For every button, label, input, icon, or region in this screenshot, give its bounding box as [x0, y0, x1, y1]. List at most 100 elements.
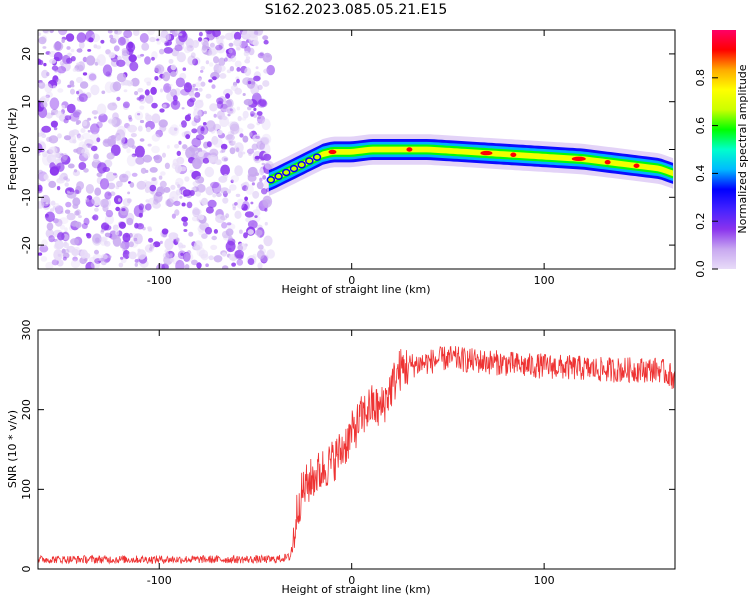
heatmap-noise-blob — [38, 81, 46, 89]
snr-frame — [37, 329, 676, 570]
heatmap-noise-blob — [127, 41, 134, 49]
heatmap-noise-blob — [180, 120, 187, 128]
heatmap-noise-blob — [257, 116, 262, 120]
heatmap-noise-blob — [59, 224, 66, 230]
heatmap-noise-blob — [163, 83, 172, 93]
heatmap-noise-blob — [224, 32, 235, 41]
heatmap-noise-blob — [156, 263, 166, 269]
heatmap-noise-blob — [176, 150, 181, 156]
heatmap-noise-blob — [100, 198, 109, 208]
heatmap-noise-blob — [256, 181, 264, 190]
heatmap-noise-blob — [261, 118, 271, 131]
heatmap-noise-blob — [205, 49, 213, 56]
heatmap-noise-blob — [40, 256, 48, 262]
heatmap-noise-blob — [184, 45, 191, 54]
heatmap-noise-blob — [127, 114, 132, 120]
heatmap-noise-blob — [56, 186, 61, 191]
heatmap-noise-blob — [38, 106, 48, 119]
heatmap-noise-blob — [182, 144, 188, 150]
heatmap-noise-blob — [229, 147, 236, 155]
heatmap-noise-blob — [231, 257, 236, 262]
ridge-onset-blob — [289, 164, 299, 173]
heatmap-noise-blob — [169, 124, 180, 137]
heatmap-noise-blob — [79, 256, 87, 265]
heatmap-noise-blob — [174, 209, 180, 216]
heatmap-noise-blob — [60, 61, 71, 72]
heatmap-noise-blob — [162, 71, 171, 82]
heatmap-noise-blob — [139, 33, 149, 43]
heatmap-noise-blob — [210, 181, 220, 189]
heatmap-noise-blob — [82, 143, 88, 149]
heatmap-noise-blob — [81, 223, 88, 229]
heatmap-noise-blob — [256, 111, 263, 116]
heatmap-noise-blob — [221, 252, 227, 257]
heatmap-noise-blob — [145, 94, 154, 104]
heatmap-noise-blob — [94, 249, 99, 255]
heatmap-noise-blob — [138, 212, 143, 218]
heatmap-noise-blob — [117, 55, 122, 61]
heatmap-noise-blob — [87, 129, 91, 133]
heatmap-noise-blob — [45, 261, 54, 269]
heatmap-noise-blob — [261, 133, 272, 145]
ridge-onset-blob — [312, 153, 322, 161]
heatmap-noise-blob — [242, 185, 248, 192]
heatmap-noise-blob — [246, 148, 255, 155]
heatmap-noise-blob — [57, 30, 68, 36]
heatmap-noise-blob — [103, 240, 108, 245]
heatmap-noise-blob — [99, 178, 110, 190]
heatmap-noise-blob — [192, 40, 199, 48]
heatmap-noise-blob — [226, 189, 232, 194]
heatmap-noise-blob — [112, 236, 122, 247]
heatmap-noise-blob — [159, 240, 163, 244]
snr-xtick-label: -100 — [147, 574, 172, 587]
heatmap-noise-blob — [251, 182, 255, 186]
heatmap-noise-blob — [105, 49, 111, 55]
heatmap-noise-blob — [99, 257, 105, 262]
heatmap-noise-blob — [134, 145, 145, 158]
snr-ylabel: SNR (10 * v/v) — [6, 410, 19, 488]
snr-series — [38, 345, 675, 565]
heatmap-noise-blob — [261, 188, 268, 195]
heatmap-noise-blob — [139, 138, 145, 142]
heatmap-noise-blob — [121, 208, 126, 212]
heatmap-noise-blob — [43, 174, 49, 180]
heatmap-noise-blob — [41, 133, 47, 138]
heatmap-noise-blob — [194, 88, 199, 91]
heatmap-noise-blob — [46, 222, 54, 231]
heatmap-noise-blob — [216, 192, 222, 198]
heatmap-noise-blob — [163, 186, 171, 193]
heatmap-noise-blob — [129, 61, 139, 72]
heatmap-noise-blob — [257, 250, 265, 260]
heatmap-noise-blob — [220, 215, 228, 221]
heatmap-noise-blob — [104, 191, 112, 200]
heatmap-noise-blob — [171, 255, 180, 265]
heatmap-noise-blob — [128, 117, 133, 122]
heatmap-noise-blob — [151, 133, 161, 142]
heatmap-noise-blob — [244, 211, 254, 218]
heatmap-noise-blob — [185, 134, 191, 140]
heatmap-noise-blob — [256, 140, 265, 150]
heatmap-noise-blob — [121, 49, 130, 57]
heatmap-noise-blob — [194, 240, 203, 251]
ridge-band-layer-4 — [268, 146, 674, 184]
heatmap-noise-blob — [38, 143, 43, 154]
heatmap-noise-blob — [113, 172, 117, 176]
heatmap-noise-blob — [156, 39, 161, 45]
heatmap-noise-blob — [248, 152, 252, 156]
snr-ytick-label: 200 — [20, 399, 33, 420]
heatmap-noise-blob — [227, 223, 236, 230]
heatmap-noise-blob — [46, 154, 57, 164]
colorbar-tick-label: 0.2 — [694, 212, 707, 230]
heatmap-noise-blob — [174, 237, 181, 243]
heatmap-noise-blob — [257, 84, 263, 91]
heatmap-noise-blob — [63, 176, 68, 181]
heatmap-noise-blob — [122, 198, 131, 207]
heatmap-noise-blob — [143, 77, 153, 84]
heatmap-noise-blob — [53, 243, 60, 250]
heatmap-noise-blob — [140, 53, 145, 57]
heatmap-noise-blob — [134, 262, 138, 267]
heatmap-noise-blob — [123, 89, 128, 93]
heatmap-noise-blob — [72, 111, 81, 118]
heatmap-noise-blob — [223, 157, 228, 162]
heatmap-noise-blob — [174, 127, 178, 131]
